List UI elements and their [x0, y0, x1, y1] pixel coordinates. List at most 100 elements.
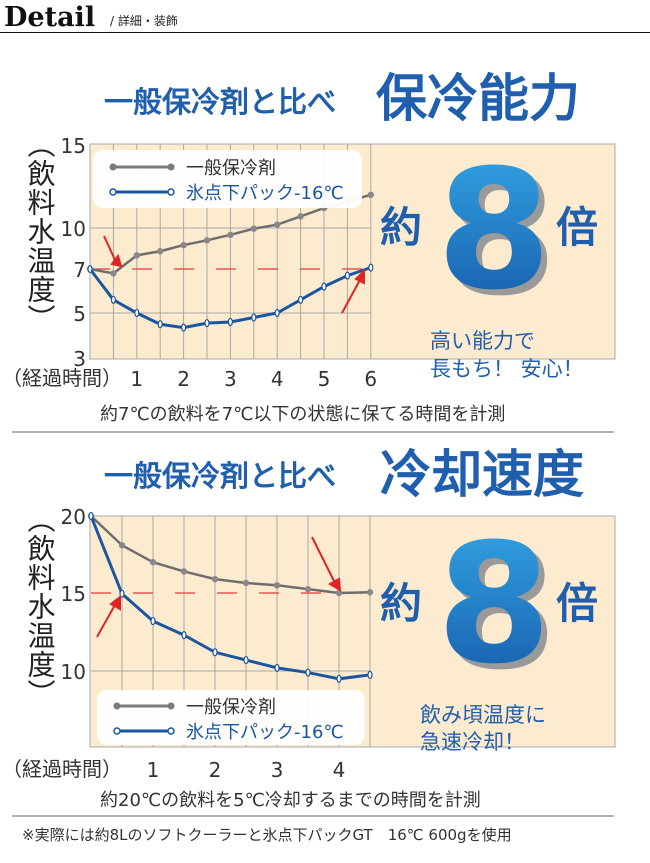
data-point: [335, 589, 343, 597]
tagline2-line1: 飲み頃温度に: [420, 703, 546, 727]
ratio2-number: 8: [437, 508, 552, 700]
x-tick-label: 3: [224, 367, 237, 391]
ratio2-suffix: 倍: [556, 579, 598, 628]
data-point: [298, 295, 304, 304]
data-point: [211, 575, 219, 583]
tagline1-line2: 長もち！ 安心！: [430, 357, 584, 381]
chart2-legend-general: 一般保冷剤: [113, 697, 276, 718]
y-tick-label: 5: [73, 302, 86, 326]
footnote: ※実際には約8Lのソフトクーラーと氷点下パックGT 16℃ 600gを使用: [22, 826, 512, 844]
legend-label: 一般保冷剤: [186, 158, 276, 179]
chart1-legend-product: 氷点下パック-16℃: [109, 183, 344, 204]
chart1-ylabel: （飲料水温度）: [24, 130, 57, 333]
chart2-y-ticks: 20 15 10: [61, 505, 86, 684]
y-tick-label: 10: [61, 660, 86, 684]
data-point: [274, 221, 281, 228]
chart2-legend-product: 氷点下パック-16℃: [113, 722, 344, 743]
chart2-x-ticks: 1 2 3 4: [147, 758, 346, 782]
data-point: [336, 674, 342, 683]
ratio2-prefix: 約: [380, 579, 422, 628]
data-point: [133, 252, 140, 259]
y-tick-label: 7: [73, 258, 86, 282]
data-point: [87, 264, 93, 274]
tagline1-line1: 高い能力で: [430, 329, 535, 353]
section1-caption: 約7℃の飲料を7℃以下の状態に保てる時間を計測: [100, 404, 505, 425]
y-tick-label: 20: [61, 505, 86, 529]
data-point: [181, 323, 187, 332]
data-point: [227, 231, 234, 239]
x-tick-label: 5: [318, 367, 331, 391]
page-title: Detail: [4, 2, 95, 33]
x-tick-label: 6: [364, 367, 377, 391]
data-point: [367, 191, 374, 198]
x-tick-label: 1: [130, 367, 143, 391]
series-line-general: [90, 515, 371, 595]
ratio1-number: 8: [437, 134, 552, 326]
legend-label: 氷点下パック-16℃: [186, 722, 344, 743]
ratio1-suffix: 倍: [556, 203, 598, 252]
data-point: [274, 663, 280, 672]
chart1-xlabel: （経過時間）: [2, 366, 122, 390]
data-point: [321, 282, 327, 291]
chart2-xlabel: （経過時間）: [2, 757, 122, 781]
chart1-y-ticks: 15 10 7 5 3: [61, 134, 86, 371]
chart1-legend-general: 一般保冷剤: [109, 158, 276, 179]
data-point: [367, 670, 373, 680]
legend-label: 氷点下パック-16℃: [186, 183, 344, 204]
y-tick-label: 10: [61, 217, 86, 241]
data-point: [134, 308, 140, 318]
data-point: [150, 616, 156, 626]
x-tick-label: 4: [271, 367, 284, 391]
data-point: [304, 585, 312, 593]
annotation-arrows: [103, 235, 365, 314]
data-point: [110, 295, 117, 304]
page-subtitle: / 詳細・装飾: [110, 13, 178, 28]
section2-caption: 約20℃の飲料を5℃冷却するまでの時間を計測: [100, 790, 481, 811]
data-point: [344, 271, 350, 280]
x-tick-label: 3: [271, 758, 284, 782]
data-point: [157, 320, 163, 329]
annotation-arrows: [96, 536, 342, 638]
section1-heading-large: 保冷能力: [376, 70, 580, 129]
data-point: [274, 308, 280, 318]
data-point: [297, 213, 304, 220]
data-point: [203, 237, 211, 244]
data-point: [242, 579, 250, 587]
chart2-ylabel: （飲料水温度）: [24, 505, 57, 708]
data-point: [212, 648, 218, 657]
x-tick-label: 2: [177, 367, 190, 391]
x-tick-label: 2: [209, 758, 222, 782]
data-point: [180, 568, 188, 575]
data-point: [88, 511, 94, 521]
data-point: [366, 589, 374, 596]
data-point: [250, 225, 257, 232]
data-point: [227, 317, 233, 327]
section2-heading-small: 一般保冷剤と比べ: [104, 459, 336, 493]
data-point: [251, 313, 257, 322]
data-point: [305, 668, 311, 677]
data-point: [243, 655, 249, 665]
y-tick-label: 15: [61, 582, 86, 606]
tagline2-line2: 急速冷却！: [420, 730, 525, 754]
section1-heading-small: 一般保冷剤と比べ: [104, 85, 336, 119]
data-point: [273, 582, 281, 589]
y-tick-label: 3: [73, 347, 86, 371]
data-point: [181, 631, 187, 640]
series-line-product: [89, 515, 371, 681]
ratio1-prefix: 約: [380, 203, 422, 252]
data-point: [110, 270, 117, 277]
section2-heading-large: 冷却速度: [380, 446, 584, 505]
legend-label: 一般保冷剤: [186, 697, 276, 718]
data-point: [157, 248, 164, 255]
chart1-series: [86, 191, 374, 332]
x-tick-label: 4: [333, 758, 346, 782]
data-point: [118, 542, 126, 549]
y-tick-label: 15: [61, 134, 86, 158]
data-point: [204, 319, 210, 328]
chart1-x-ticks: 1 2 3 4 5 6: [130, 367, 377, 391]
data-point: [368, 263, 374, 272]
x-tick-label: 1: [147, 758, 160, 782]
data-point: [180, 241, 187, 249]
data-point: [149, 559, 157, 566]
